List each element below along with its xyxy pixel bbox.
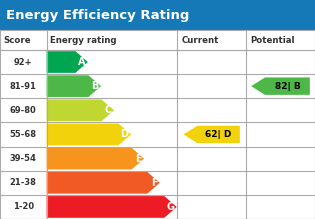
Bar xyxy=(246,195,315,219)
Bar xyxy=(0,195,47,219)
Text: 1-20: 1-20 xyxy=(13,202,34,211)
Text: F: F xyxy=(151,178,157,188)
Bar xyxy=(246,147,315,171)
Text: C: C xyxy=(104,105,112,115)
Bar xyxy=(47,98,177,122)
Bar xyxy=(246,171,315,195)
Bar xyxy=(0,30,315,50)
Text: Energy Efficiency Rating: Energy Efficiency Rating xyxy=(6,9,189,22)
Polygon shape xyxy=(47,148,144,170)
Text: 39-54: 39-54 xyxy=(10,154,37,163)
Text: 69-80: 69-80 xyxy=(10,106,37,115)
Polygon shape xyxy=(47,51,88,73)
Text: B: B xyxy=(91,81,99,91)
Text: Energy rating: Energy rating xyxy=(50,35,117,45)
Bar xyxy=(177,171,246,195)
Bar xyxy=(0,171,47,195)
Bar xyxy=(0,147,47,171)
Polygon shape xyxy=(47,172,160,194)
Bar xyxy=(177,50,246,74)
Bar xyxy=(177,195,246,219)
Bar xyxy=(0,98,47,122)
Polygon shape xyxy=(47,99,114,121)
Text: Potential: Potential xyxy=(250,35,294,45)
Text: 81-91: 81-91 xyxy=(10,82,37,91)
Polygon shape xyxy=(47,124,131,145)
Polygon shape xyxy=(47,75,101,97)
Polygon shape xyxy=(47,196,177,218)
Bar xyxy=(177,122,246,147)
Bar xyxy=(0,0,315,30)
Bar xyxy=(246,122,315,147)
Bar xyxy=(47,147,177,171)
Text: 92+: 92+ xyxy=(14,58,33,67)
Text: Score: Score xyxy=(4,35,32,45)
Polygon shape xyxy=(184,126,240,143)
Bar xyxy=(246,74,315,98)
Bar xyxy=(47,195,177,219)
Bar xyxy=(0,122,47,147)
Bar xyxy=(177,74,246,98)
Bar xyxy=(0,50,47,74)
Text: 21-38: 21-38 xyxy=(10,178,37,187)
Text: Current: Current xyxy=(181,35,219,45)
Bar xyxy=(47,74,177,98)
Text: E: E xyxy=(135,154,141,164)
Text: 82| B: 82| B xyxy=(274,82,300,91)
Bar xyxy=(177,98,246,122)
Text: D: D xyxy=(121,129,129,140)
Text: 55-68: 55-68 xyxy=(10,130,37,139)
Bar xyxy=(246,50,315,74)
Bar xyxy=(47,122,177,147)
Bar xyxy=(0,74,47,98)
Text: A: A xyxy=(78,57,85,67)
Bar xyxy=(177,147,246,171)
Polygon shape xyxy=(251,78,310,95)
Text: G: G xyxy=(166,202,174,212)
Text: 62| D: 62| D xyxy=(205,130,232,139)
Bar xyxy=(246,98,315,122)
Bar xyxy=(47,50,177,74)
Bar xyxy=(47,171,177,195)
